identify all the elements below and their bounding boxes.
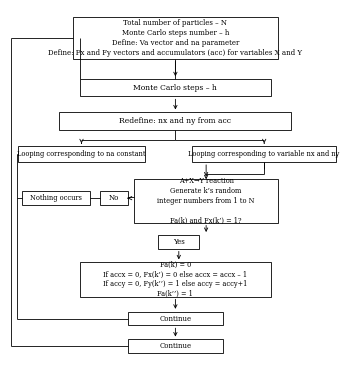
FancyBboxPatch shape (73, 17, 278, 59)
Text: Looping corresponding to variable nx and ny: Looping corresponding to variable nx and… (188, 150, 340, 158)
FancyBboxPatch shape (80, 79, 271, 97)
Text: No: No (109, 194, 119, 202)
Text: Nothing occurs: Nothing occurs (30, 194, 82, 202)
FancyBboxPatch shape (127, 312, 223, 325)
FancyBboxPatch shape (193, 146, 336, 162)
Text: Continue: Continue (159, 342, 192, 350)
FancyBboxPatch shape (59, 112, 291, 130)
Text: Continue: Continue (159, 314, 192, 322)
FancyBboxPatch shape (80, 262, 271, 296)
Text: Redefine: nx and ny from acc: Redefine: nx and ny from acc (120, 117, 231, 125)
FancyBboxPatch shape (134, 179, 278, 223)
Text: Looping corresponding to na constant: Looping corresponding to na constant (17, 150, 146, 158)
FancyBboxPatch shape (18, 146, 145, 162)
Text: A+X→Y reaction
Generate k’s random
integer numbers from 1 to N

Fa(k) and Fx(k’): A+X→Y reaction Generate k’s random integ… (158, 178, 255, 225)
FancyBboxPatch shape (158, 235, 199, 249)
FancyBboxPatch shape (22, 191, 90, 205)
Text: Yes: Yes (173, 238, 185, 246)
Text: Fa(k) = 0
If accx = 0, Fx(k’) = 0 else accx = accx – 1
If accy = 0, Fy(k’’) = 1 : Fa(k) = 0 If accx = 0, Fx(k’) = 0 else a… (103, 261, 248, 298)
FancyBboxPatch shape (127, 339, 223, 353)
FancyBboxPatch shape (100, 191, 127, 205)
Text: Monte Carlo steps – h: Monte Carlo steps – h (134, 84, 217, 92)
Text: Total number of particles – N
Monte Carlo steps number – h
Define: Va vector and: Total number of particles – N Monte Carl… (48, 19, 303, 57)
